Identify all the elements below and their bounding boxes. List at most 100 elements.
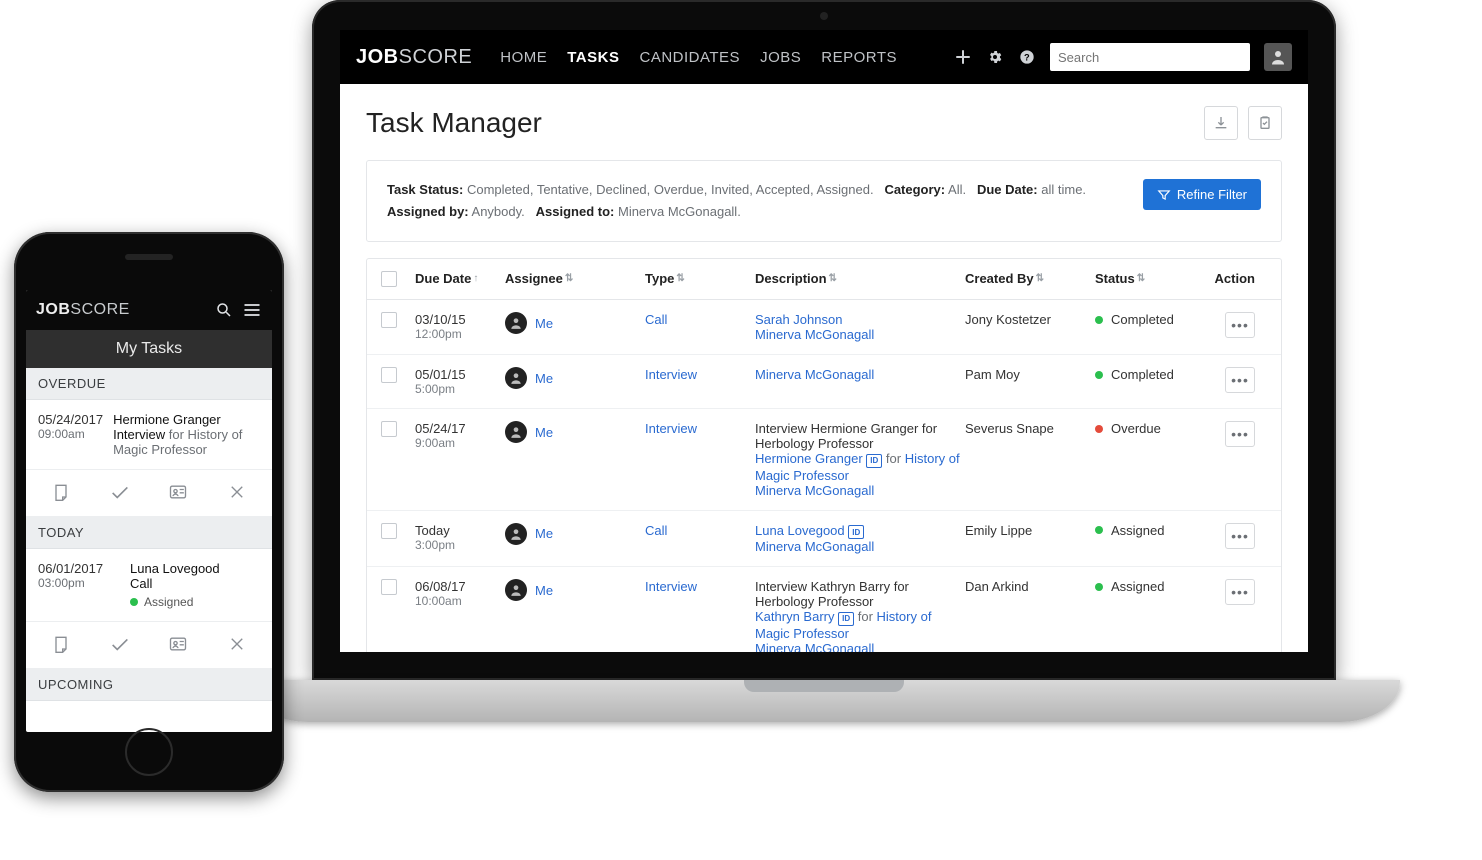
mobile-item-status: Assigned: [130, 595, 220, 609]
desc-extra-link[interactable]: Minerva McGonagall: [755, 539, 874, 554]
status-dot-icon: [1095, 425, 1103, 433]
search-input[interactable]: [1058, 50, 1242, 65]
id-badge-icon[interactable]: ID: [866, 454, 882, 468]
select-all-checkbox[interactable]: [381, 271, 397, 287]
check-icon[interactable]: [108, 480, 132, 504]
col-type[interactable]: Type⇅: [645, 271, 755, 286]
row-time: 9:00am: [415, 436, 505, 450]
assignee-link[interactable]: Me: [535, 526, 553, 541]
col-created-by[interactable]: Created By⇅: [965, 271, 1095, 286]
status-text: Assigned: [1111, 523, 1164, 538]
id-badge-icon[interactable]: ID: [838, 612, 854, 626]
clipboard-button[interactable]: [1248, 106, 1282, 140]
id-card-icon[interactable]: [166, 480, 190, 504]
desc-person-link[interactable]: Luna Lovegood: [755, 523, 845, 538]
row-checkbox[interactable]: [381, 367, 397, 383]
close-icon[interactable]: [225, 480, 249, 504]
nav-item-reports[interactable]: REPORTS: [821, 49, 897, 66]
desc-person-link[interactable]: Hermione Granger: [755, 451, 863, 466]
desc-person-link[interactable]: Kathryn Barry: [755, 609, 834, 624]
phone-device: JOBSCORE My Tasks OVERDUE05/24/201709:00…: [14, 232, 284, 792]
menu-icon[interactable]: [242, 300, 262, 320]
user-avatar[interactable]: [1264, 43, 1292, 71]
filter-assigned-to-label: Assigned to:: [536, 204, 615, 219]
mobile-item-actions: [26, 470, 272, 517]
brand-logo[interactable]: JOBSCORE: [356, 46, 472, 69]
type-link[interactable]: Call: [645, 523, 667, 538]
note-icon[interactable]: [49, 632, 73, 656]
type-link[interactable]: Call: [645, 312, 667, 327]
desc-for-word: for: [858, 609, 873, 624]
note-icon[interactable]: [49, 480, 73, 504]
page-header: Task Manager: [366, 106, 1282, 140]
search-icon[interactable]: [214, 300, 234, 320]
row-action-menu[interactable]: •••: [1225, 312, 1255, 338]
close-icon[interactable]: [225, 632, 249, 656]
page-actions: [1204, 106, 1282, 140]
desc-extra-link[interactable]: Minerva McGonagall: [755, 483, 874, 498]
desc-for-word: for: [886, 451, 901, 466]
filter-assigned-to-value: Minerva McGonagall.: [618, 204, 741, 219]
help-icon[interactable]: ?: [1018, 48, 1036, 66]
nav-item-candidates[interactable]: CANDIDATES: [639, 49, 740, 66]
type-link[interactable]: Interview: [645, 367, 697, 382]
search-box[interactable]: [1050, 43, 1250, 71]
nav-item-tasks[interactable]: TASKS: [567, 49, 619, 66]
table-row: 03/10/1512:00pmMeCallSarah JohnsonMinerv…: [367, 300, 1281, 355]
nav-item-jobs[interactable]: JOBS: [760, 49, 801, 66]
assignee-link[interactable]: Me: [535, 583, 553, 598]
filter-panel: Task Status: Completed, Tentative, Decli…: [366, 160, 1282, 242]
desc-extra-link[interactable]: Sarah Johnson: [755, 312, 842, 327]
status-dot-icon: [130, 598, 138, 606]
refine-filter-label: Refine Filter: [1177, 187, 1247, 202]
assignee-avatar-icon: [505, 367, 527, 389]
type-link[interactable]: Interview: [645, 421, 697, 436]
assignee-link[interactable]: Me: [535, 316, 553, 331]
row-action-menu[interactable]: •••: [1225, 523, 1255, 549]
status-dot-icon: [1095, 526, 1103, 534]
page-body: Task Manager Task Status: Completed, Ten…: [340, 84, 1308, 652]
desc-extra-link[interactable]: Minerva McGonagall: [755, 641, 874, 652]
type-link[interactable]: Interview: [645, 579, 697, 594]
created-by: Emily Lippe: [965, 523, 1032, 538]
assignee-link[interactable]: Me: [535, 371, 553, 386]
desc-extra-link[interactable]: Minerva McGonagall: [755, 327, 874, 342]
mobile-task-item[interactable]: 06/01/201703:00pmLuna LovegoodCallAssign…: [26, 549, 272, 622]
brand-logo[interactable]: JOBSCORE: [36, 301, 130, 319]
table-header: Due Date↑ Assignee⇅ Type⇅ Description⇅ C…: [367, 259, 1281, 300]
col-due-date[interactable]: Due Date↑: [415, 271, 505, 286]
row-action-menu[interactable]: •••: [1225, 421, 1255, 447]
col-assignee[interactable]: Assignee⇅: [505, 271, 645, 286]
row-checkbox[interactable]: [381, 579, 397, 595]
assignee-link[interactable]: Me: [535, 425, 553, 440]
col-status[interactable]: Status⇅: [1095, 271, 1205, 286]
mobile-task-item[interactable]: 05/24/201709:00amHermione GrangerIntervi…: [26, 400, 272, 470]
row-time: 10:00am: [415, 594, 505, 608]
refine-filter-button[interactable]: Refine Filter: [1143, 179, 1261, 210]
laptop-bezel: JOBSCORE HOMETASKSCANDIDATESJOBSREPORTS …: [312, 0, 1336, 680]
status-text: Overdue: [1111, 421, 1161, 436]
status-dot-icon: [1095, 371, 1103, 379]
desc-extra-link[interactable]: Minerva McGonagall: [755, 367, 874, 382]
gear-icon[interactable]: [986, 48, 1004, 66]
col-description[interactable]: Description⇅: [755, 271, 965, 286]
assignee-avatar-icon: [505, 523, 527, 545]
row-checkbox[interactable]: [381, 523, 397, 539]
nav-item-home[interactable]: HOME: [500, 49, 547, 66]
check-icon[interactable]: [108, 632, 132, 656]
download-button[interactable]: [1204, 106, 1238, 140]
row-checkbox[interactable]: [381, 421, 397, 437]
id-card-icon[interactable]: [166, 632, 190, 656]
mobile-section-today: TODAY: [26, 517, 272, 549]
brand-thin: SCORE: [70, 301, 129, 318]
main-nav: HOME TASKS CANDIDATES JOBS REPORTS: [500, 49, 897, 66]
filter-task-status-value: Completed, Tentative, Declined, Overdue,…: [467, 182, 874, 197]
row-checkbox[interactable]: [381, 312, 397, 328]
assignee-avatar-icon: [505, 579, 527, 601]
plus-icon[interactable]: [954, 48, 972, 66]
mobile-section-upcoming: UPCOMING: [26, 669, 272, 701]
id-badge-icon[interactable]: ID: [848, 525, 864, 539]
created-by: Severus Snape: [965, 421, 1054, 436]
row-action-menu[interactable]: •••: [1225, 579, 1255, 605]
row-action-menu[interactable]: •••: [1225, 367, 1255, 393]
